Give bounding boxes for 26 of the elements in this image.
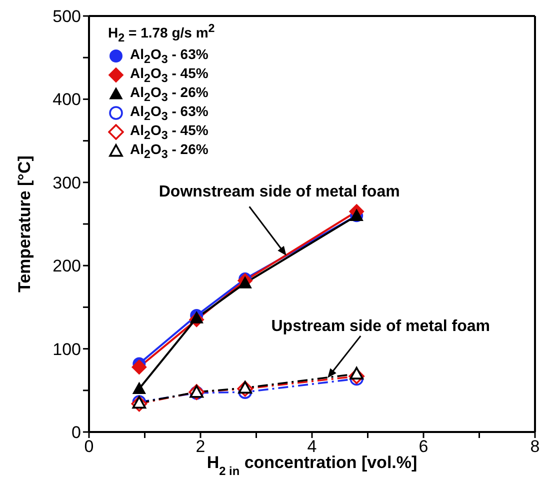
y-tick-label: 100 <box>52 340 81 359</box>
y-tick-label: 500 <box>52 7 81 26</box>
legend-label: Al$_{2}$O$_{3}$ - 26% <box>130 84 208 104</box>
x-tick-label: 8 <box>530 437 540 456</box>
point <box>350 366 364 380</box>
y-tick-label: 300 <box>52 173 81 192</box>
legend-label: Al$_{2}$O$_{3}$ - 63% <box>130 46 208 66</box>
x-tick-label: 0 <box>84 437 94 456</box>
point <box>132 382 146 394</box>
annotation: Upstream side of metal foam <box>271 318 490 335</box>
y-axis-title: Temperature [°C] <box>15 156 34 292</box>
legend-label: Al$_{2}$O$_{3}$ - 26% <box>130 141 208 161</box>
x-tick-label: 2 <box>196 437 206 456</box>
x-tick-label: 6 <box>418 437 428 456</box>
legend-label: Al$_{2}$O$_{3}$ - 63% <box>130 103 208 123</box>
point <box>238 381 252 394</box>
point <box>190 312 204 324</box>
y-tick-label: 0 <box>72 423 81 442</box>
point <box>132 360 147 375</box>
y-tick-label: 400 <box>52 90 81 110</box>
legend-label: Al$_{2}$O$_{3}$ - 45% <box>130 122 208 142</box>
legend-label: Al$_{2}$O$_{3}$ - 45% <box>130 65 208 85</box>
y-tick-label: 200 <box>52 256 81 276</box>
annotation: Downstream side of metal foam <box>158 184 400 201</box>
point <box>238 276 252 288</box>
legend-title: H$_{2}$ = 1.78 g/s m$^{2}$ <box>108 22 215 44</box>
